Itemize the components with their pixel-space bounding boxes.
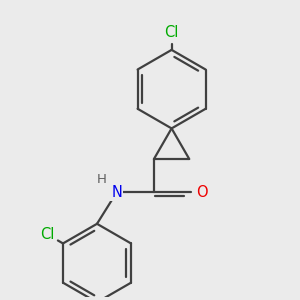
Text: H: H	[97, 173, 106, 186]
Text: O: O	[196, 185, 208, 200]
Text: Cl: Cl	[164, 25, 179, 40]
Text: Cl: Cl	[40, 227, 55, 242]
Text: N: N	[111, 185, 122, 200]
